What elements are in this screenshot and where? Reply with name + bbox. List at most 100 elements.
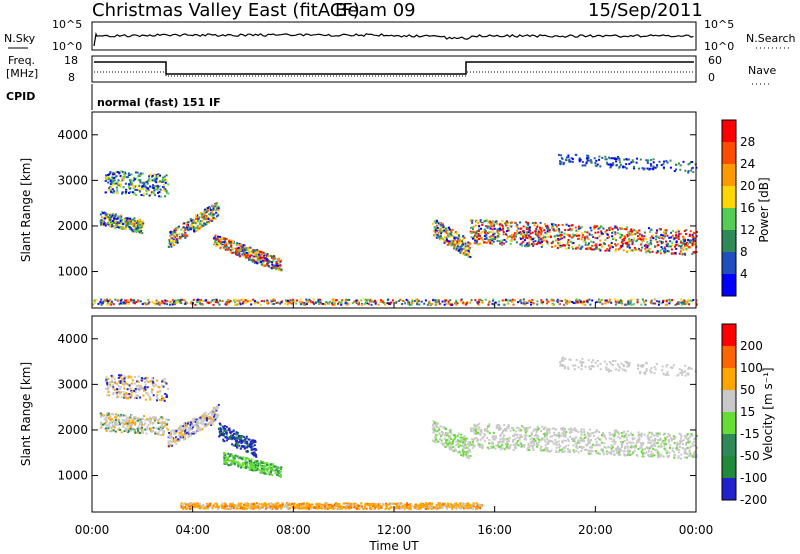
scatter-cell [567, 154, 570, 157]
scatter-cell [174, 432, 177, 435]
scatter-cell [632, 237, 635, 240]
scatter-cell [245, 247, 248, 250]
scatter-cell [122, 381, 125, 384]
scatter-cell [677, 301, 680, 304]
scatter-cell [620, 241, 623, 244]
scatter-cell [244, 299, 247, 302]
scatter-cell [483, 433, 486, 436]
scatter-cell [465, 302, 468, 305]
scatter-cell [332, 298, 335, 301]
scatter-cell [137, 188, 140, 191]
scatter-cell [111, 418, 114, 421]
scatter-cell [542, 238, 545, 241]
scatter-cell [142, 183, 145, 186]
scatter-cell [335, 299, 338, 302]
scatter-cell [691, 233, 694, 236]
scatter-cell [616, 301, 619, 304]
scatter-cell [119, 175, 122, 178]
scatter-cell [224, 430, 227, 433]
scatter-cell [214, 301, 217, 304]
scatter-cell [604, 231, 607, 234]
scatter-cell [647, 250, 650, 253]
scatter-cell [260, 469, 263, 472]
scatter-cell [114, 430, 117, 433]
scatter-cell [176, 240, 179, 243]
scatter-cell [494, 221, 497, 224]
scatter-cell [199, 212, 202, 215]
scatter-cell [152, 302, 155, 305]
y-tick-label: 1000 [57, 265, 88, 279]
scatter-cell [169, 234, 172, 237]
scatter-cell [173, 239, 176, 242]
scatter-cell [248, 462, 251, 465]
scatter-cell [120, 298, 123, 301]
scatter-cell [217, 427, 220, 430]
scatter-cell [670, 439, 673, 442]
scatter-cell [664, 438, 667, 441]
scatter-cell [173, 432, 176, 435]
scatter-cell [619, 227, 622, 230]
scatter-cell [432, 428, 435, 431]
scatter-cell [456, 236, 459, 239]
scatter-cell [165, 190, 168, 193]
scatter-cell [537, 427, 540, 430]
scatter-cell [259, 463, 262, 466]
scatter-cell [655, 238, 658, 241]
scatter-cell [135, 385, 138, 388]
scatter-cell [192, 227, 195, 230]
scatter-cell [108, 421, 111, 424]
scatter-cell [664, 248, 667, 251]
scatter-cell [138, 230, 141, 233]
scatter-cell [663, 160, 666, 163]
scatter-cell [155, 302, 158, 305]
colorbar-tick-label: 16 [740, 201, 755, 215]
scatter-cell [130, 422, 133, 425]
scatter-cell [130, 228, 133, 231]
scatter-cell [654, 166, 657, 169]
scatter-cell [227, 246, 230, 249]
scatter-cell [594, 164, 597, 167]
scatter-cell [550, 242, 553, 245]
scatter-cell [590, 229, 593, 232]
scatter-cell [487, 225, 490, 228]
scatter-cell [497, 228, 500, 231]
scatter-cell [106, 380, 109, 383]
scatter-cell [260, 253, 263, 256]
scatter-cell [543, 229, 546, 232]
scatter-cell [187, 428, 190, 431]
scatter-cell [112, 173, 115, 176]
scatter-cell [623, 227, 626, 230]
scatter-cell [646, 246, 649, 249]
scatter-cell [253, 259, 256, 262]
scatter-cell [443, 239, 446, 242]
scatter-cell [602, 227, 605, 230]
scatter-cell [650, 164, 653, 167]
scatter-cell [481, 223, 484, 226]
scatter-cell [171, 240, 174, 243]
scatter-cell [253, 460, 256, 463]
scatter-cell [653, 440, 656, 443]
scatter-cell [641, 240, 644, 243]
scatter-cell [660, 246, 663, 249]
scatter-cell [527, 245, 530, 248]
scatter-cell [273, 264, 276, 267]
scatter-cell [97, 302, 100, 305]
scatter-cell [695, 453, 698, 456]
scatter-cell [139, 421, 142, 424]
scatter-cell [456, 442, 459, 445]
scatter-cell [241, 435, 244, 438]
scatter-cell [161, 417, 164, 420]
scatter-cell [211, 213, 214, 216]
scatter-cell [108, 299, 111, 302]
scatter-cell [462, 440, 465, 443]
scatter-cell [664, 303, 667, 306]
scatter-cell [173, 231, 176, 234]
scatter-cell [253, 454, 256, 457]
scatter-cell [455, 303, 458, 306]
scatter-cell [275, 468, 278, 471]
scatter-cell [449, 435, 452, 438]
scatter-cell [256, 467, 259, 470]
scatter-cell [162, 188, 165, 191]
scatter-cell [244, 456, 247, 459]
scatter-cell [148, 179, 151, 182]
